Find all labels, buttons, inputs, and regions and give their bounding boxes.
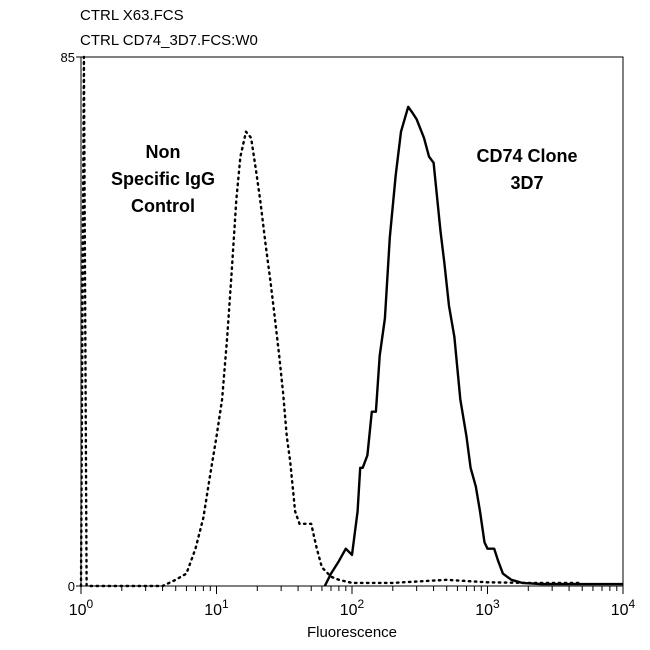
annotation-line: CD74 Clone [476,146,577,166]
annotation-line: Non [146,142,181,162]
file-name-control: CTRL X63.FCS [80,7,184,24]
x-tick-exponent: 3 [493,597,500,611]
x-tick-label: 103 [475,597,500,619]
annotation-line: Specific IgG [111,169,215,189]
x-tick-exponent: 1 [222,597,229,611]
x-axis-title: Fluorescence [307,624,397,641]
x-tick-base: 10 [475,602,493,619]
control-histogram-line [79,55,584,588]
x-tick-label: 101 [204,597,229,619]
plot-frame [80,56,624,587]
x-tick-base: 10 [611,602,629,619]
x-tick-base: 10 [340,602,358,619]
y-tick-label: 0 [68,579,75,594]
x-tick-exponent: 4 [629,597,636,611]
annotation-line: Control [131,196,195,216]
annotation-line: 3D7 [510,173,543,193]
annotation-control: Non Specific IgG Control [111,142,215,216]
file-name-sample: CTRL CD74_3D7.FCS:W0 [80,32,258,49]
y-tick-label: 85 [61,50,75,65]
x-tick-base: 10 [204,602,222,619]
annotation-cd74: CD74 Clone 3D7 [476,146,577,193]
x-tick-label: 104 [611,597,636,619]
x-tick-exponent: 2 [358,597,365,611]
x-tick-label: 102 [340,597,365,619]
cd74-histogram-line [323,105,623,587]
x-tick-exponent: 0 [87,597,94,611]
x-tick-base: 10 [69,602,87,619]
x-tick-label: 100 [69,597,94,619]
